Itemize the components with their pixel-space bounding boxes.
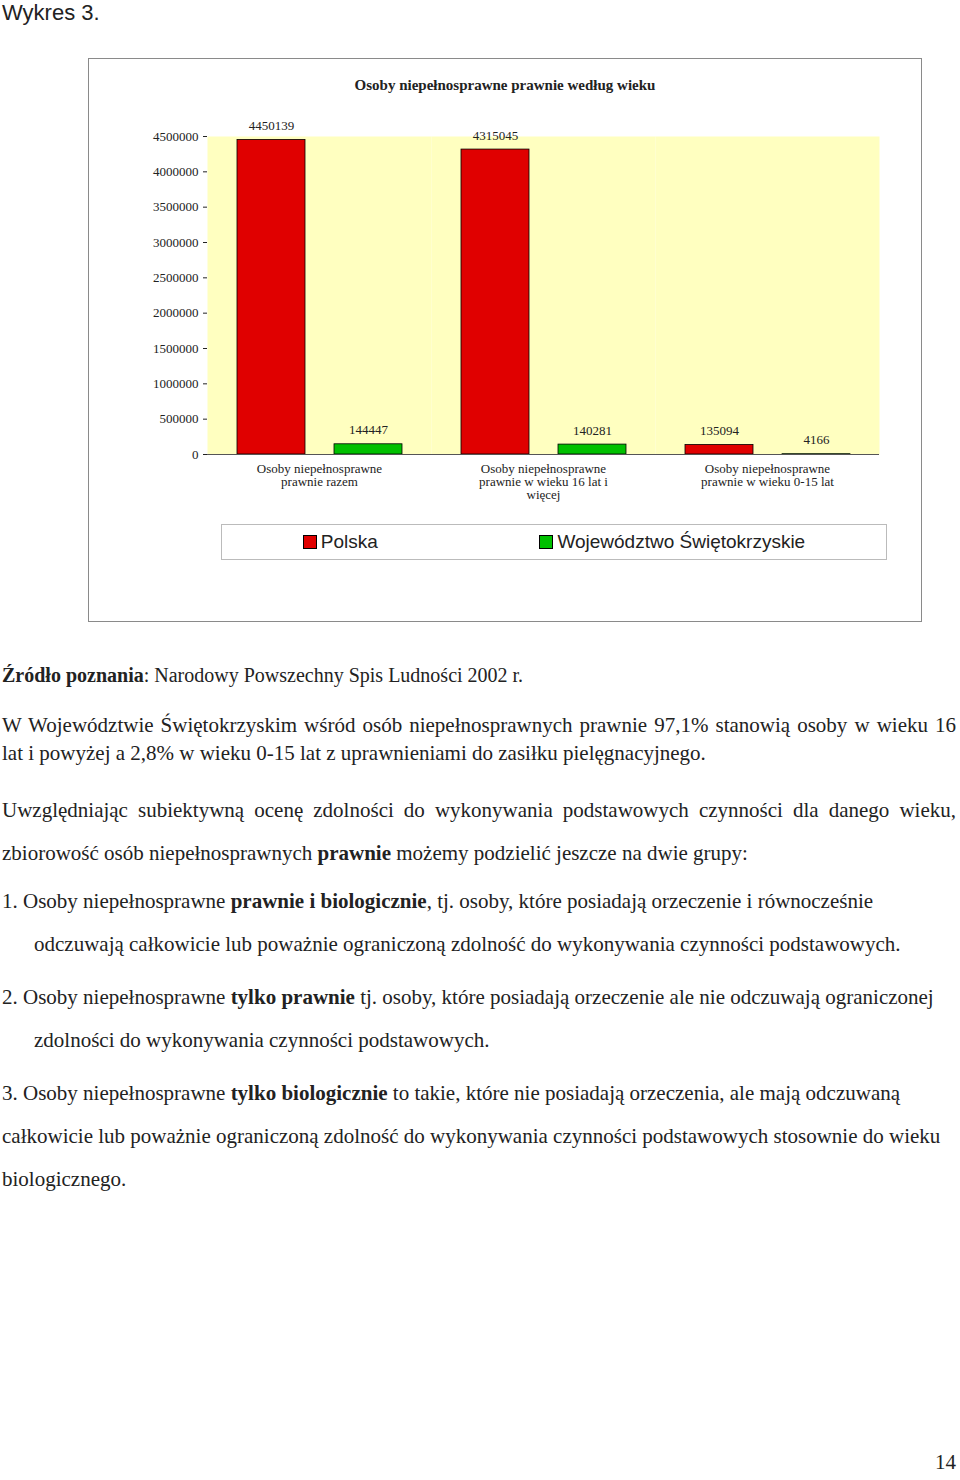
svg-text:1000000: 1000000 [153,376,199,391]
html-text:3. Osoby niepełnosprawne tylko: 3. Osoby niepełnosprawne tylko biologicz… [2,1080,941,1191]
svg-text:2000000: 2000000 [153,305,199,320]
svg-text:3000000: 3000000 [153,235,199,250]
html-text:Osoby niepełnosprawne prawnie: Osoby niepełnosprawne prawnie według wie… [354,77,656,93]
svg-text:144447: 144447 [349,422,389,437]
html-text:14: 14 [935,1450,956,1474]
svg-text:Osoby niepełnosprawneprawnie w: Osoby niepełnosprawneprawnie w wieku 16 … [479,461,608,502]
svg-text:Osoby niepełnosprawneprawnie r: Osoby niepełnosprawneprawnie razem [257,461,383,489]
svg-text:4315045: 4315045 [473,128,519,143]
html-text:W Województwie Świętokrzyskim: W Województwie Świętokrzyskim wśród osób… [2,713,956,765]
svg-text:2500000: 2500000 [153,270,199,285]
svg-text:3500000: 3500000 [153,199,199,214]
svg-text:500000: 500000 [160,411,199,426]
svg-text:4450139: 4450139 [249,118,295,133]
svg-text:135094: 135094 [700,423,740,438]
svg-text:4166: 4166 [804,432,831,447]
svg-text:140281: 140281 [573,423,612,438]
html-text:Polska: Polska [320,531,378,552]
html-text:Województwo Świętokrzyskie: Województwo Świętokrzyskie [557,531,806,552]
svg-text:4500000: 4500000 [153,129,199,144]
html-text:Uwzględniając subiektywną ocen: Uwzględniając subiektywną ocenę zdolnośc… [2,798,956,866]
svg-text:0: 0 [192,447,199,462]
html-text:Źródło poznania: Narodowy Pows: Źródło poznania: Narodowy Powszechny Spi… [2,664,524,686]
html-text:Wykres 3.: Wykres 3. [2,0,100,25]
svg-text:4000000: 4000000 [153,164,199,179]
svg-text:Osoby niepełnosprawneprawnie w: Osoby niepełnosprawneprawnie w wieku 0-1… [701,461,834,489]
html-text:2. Osoby niepełnosprawne tylko: 2. Osoby niepełnosprawne tylko prawnie t… [2,984,934,1052]
svg-text:1500000: 1500000 [153,341,199,356]
html-text:1. Osoby niepełnosprawne prawn: 1. Osoby niepełnosprawne prawnie i biolo… [2,888,901,956]
